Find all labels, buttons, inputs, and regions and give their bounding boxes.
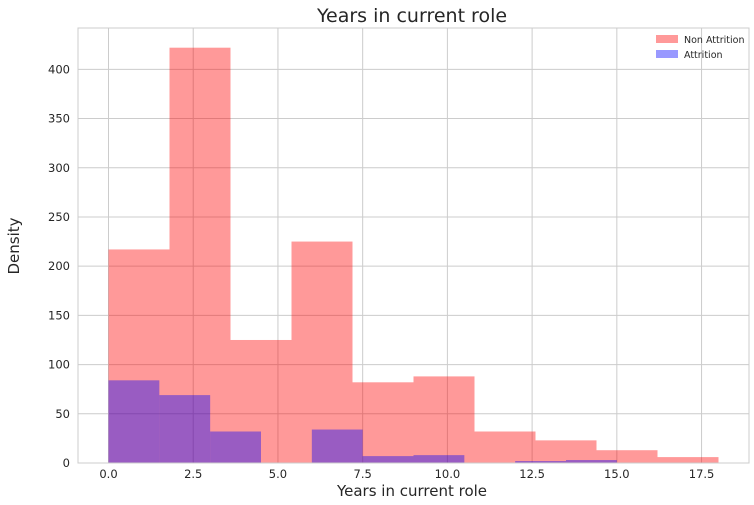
x-tick-label: 10.0 [435,467,461,481]
legend: Non Attrition Attrition [656,35,744,61]
x-tick-label: 2.5 [184,467,202,481]
x-tick-label: 17.5 [689,467,715,481]
x-tick-label: 5.0 [269,467,287,481]
x-tick-label: 7.5 [354,467,372,481]
bar-non-attrition-8 [596,450,658,463]
bar-non-attrition-9 [657,457,719,463]
bar-attrition-8 [515,461,566,463]
legend-swatch-non-attrition [656,35,678,43]
x-tick-label: 0.0 [99,467,117,481]
legend-label-non-attrition: Non Attrition [684,35,744,46]
bars [108,47,719,463]
bar-attrition-5 [362,456,414,463]
bar-attrition-1 [159,395,211,463]
y-tick-label: 350 [48,112,70,126]
y-tick-label: 0 [63,456,70,470]
y-tick-labels: 0 50 100 150 200 250 300 350 400 [48,62,70,470]
y-tick-label: 50 [55,407,70,421]
legend-label-attrition: Attrition [684,50,723,61]
bar-non-attrition-0 [108,249,170,463]
bar-non-attrition-1 [169,47,231,463]
bar-non-attrition-4 [352,382,414,463]
y-tick-label: 300 [48,161,70,175]
y-axis-title: Density [5,217,23,274]
y-tick-label: 200 [48,259,70,273]
x-tick-label: 15.0 [604,467,630,481]
plot-frame [77,27,750,464]
chart-title: Years in current role [316,5,507,27]
bar-non-attrition-2 [230,339,292,463]
y-tick-label: 100 [48,358,70,372]
y-tick-label: 250 [48,210,70,224]
x-tick-label: 12.5 [519,467,545,481]
x-tick-labels: 0.0 2.5 5.0 7.5 10.0 12.5 15.0 17.5 [99,467,714,481]
bar-non-attrition-6 [474,431,536,463]
bar-non-attrition-7 [535,440,597,463]
bar-attrition-0 [108,380,160,463]
legend-swatch-attrition [656,50,678,58]
bar-attrition-9 [566,460,617,463]
y-tick-label: 150 [48,308,70,322]
bar-attrition-4 [311,429,363,463]
bar-non-attrition-3 [291,241,353,463]
y-tick-label: 400 [48,62,70,76]
bar-attrition-2 [210,431,261,463]
x-axis-title: Years in current role [336,482,487,500]
bar-attrition-6 [413,455,465,463]
bar-non-attrition-5 [413,376,475,463]
